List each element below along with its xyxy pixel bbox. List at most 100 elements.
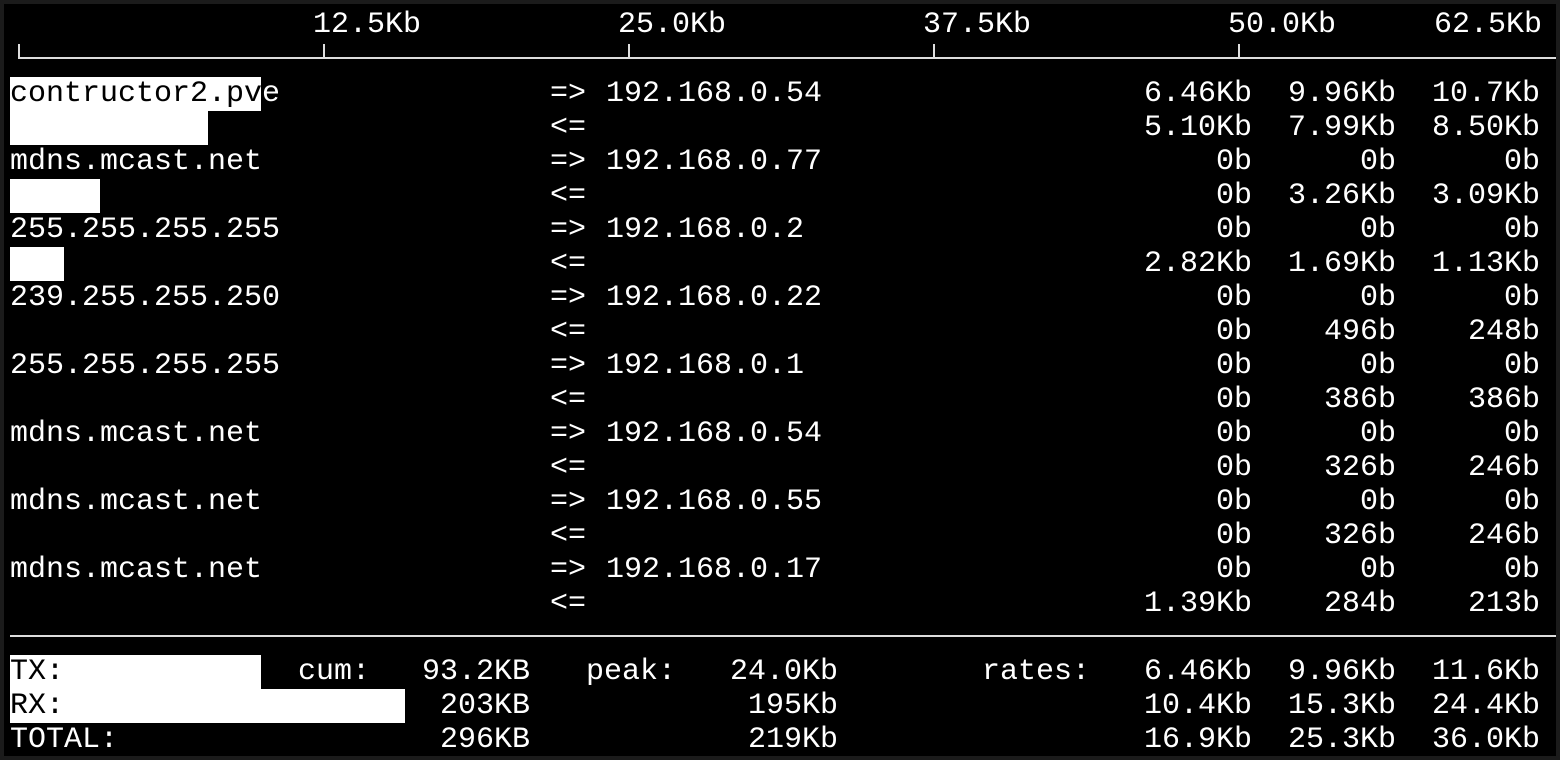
rx-rate-10s: 386b bbox=[1323, 383, 1396, 417]
total-rate-10s: 25.3Kb bbox=[1287, 723, 1396, 756]
direction-in-arrow: <= bbox=[550, 111, 587, 145]
host-name: contructor2.pve bbox=[10, 77, 281, 111]
tx-rate-2s: 0b bbox=[1215, 145, 1252, 179]
total-rate-40s: 36.0Kb bbox=[1431, 723, 1540, 756]
rx-rate-2s: 5.10Kb bbox=[1143, 111, 1252, 145]
rx-rate-2s: 0b bbox=[1215, 315, 1252, 349]
rx-rate-2s: 2.82Kb bbox=[1143, 247, 1252, 281]
total-rate-10s: 15.3Kb bbox=[1287, 689, 1396, 723]
tx-rate-2s: 0b bbox=[1215, 485, 1252, 519]
scale-axis-line bbox=[18, 57, 1556, 59]
tx-rate-40s: 0b bbox=[1503, 485, 1540, 519]
rx-rate-10s: 7.99Kb bbox=[1287, 111, 1396, 145]
iftop-terminal: 12.5Kb 25.0Kb 37.5Kb 50.0Kb 62.5Kb contructor… bbox=[4, 4, 1556, 756]
rx-rate-bar bbox=[10, 179, 101, 213]
host-name: 255.255.255.255 bbox=[10, 213, 281, 247]
total-rate-10s: 9.96Kb bbox=[1287, 655, 1396, 689]
totals-label: TX: bbox=[10, 655, 65, 689]
host-name: mdns.mcast.net bbox=[10, 485, 263, 519]
scale-tick bbox=[18, 44, 20, 58]
peer-address: 192.168.0.54 bbox=[606, 77, 823, 111]
cum-value: 93.2KB bbox=[421, 655, 530, 689]
rx-rate-2s: 1.39Kb bbox=[1143, 587, 1252, 621]
peer-address: 192.168.0.54 bbox=[606, 417, 823, 451]
scale-tick bbox=[628, 44, 630, 58]
tx-rate-2s: 0b bbox=[1215, 553, 1252, 587]
totals-separator bbox=[10, 635, 1556, 637]
rx-rate-10s: 3.26Kb bbox=[1287, 179, 1396, 213]
rx-rate-40s: 3.09Kb bbox=[1431, 179, 1540, 213]
peer-address: 192.168.0.17 bbox=[606, 553, 823, 587]
peer-address: 192.168.0.77 bbox=[606, 145, 823, 179]
peak-value: 219Kb bbox=[747, 723, 838, 756]
peak-value: 195Kb bbox=[747, 689, 838, 723]
peer-address: 192.168.0.2 bbox=[606, 213, 805, 247]
direction-in-arrow: <= bbox=[550, 179, 587, 213]
rx-rate-40s: 213b bbox=[1467, 587, 1540, 621]
total-rate-2s: 16.9Kb bbox=[1143, 723, 1252, 756]
tx-rate-2s: 0b bbox=[1215, 281, 1252, 315]
cum-value: 296KB bbox=[439, 723, 530, 756]
scale-tick bbox=[323, 44, 325, 58]
direction-out-arrow: => bbox=[550, 553, 587, 587]
direction-out-arrow: => bbox=[550, 77, 587, 111]
direction-in-arrow: <= bbox=[550, 519, 587, 553]
rx-rate-2s: 0b bbox=[1215, 451, 1252, 485]
rx-rate-10s: 284b bbox=[1323, 587, 1396, 621]
rates-label: rates: bbox=[982, 655, 1091, 689]
rx-rate-bar bbox=[10, 111, 208, 145]
peer-address: 192.168.0.1 bbox=[606, 349, 805, 383]
tx-rate-40s: 0b bbox=[1503, 349, 1540, 383]
tx-rate-10s: 0b bbox=[1359, 281, 1396, 315]
direction-out-arrow: => bbox=[550, 213, 587, 247]
host-name: mdns.mcast.net bbox=[10, 145, 263, 179]
rx-rate-10s: 1.69Kb bbox=[1287, 247, 1396, 281]
totals-label: RX: bbox=[10, 689, 65, 723]
tx-rate-10s: 0b bbox=[1359, 213, 1396, 247]
tx-rate-10s: 0b bbox=[1359, 485, 1396, 519]
scale-tick bbox=[1238, 44, 1240, 58]
direction-in-arrow: <= bbox=[550, 315, 587, 349]
total-rate-bar bbox=[10, 689, 406, 723]
host-name: 255.255.255.255 bbox=[10, 349, 281, 383]
tx-rate-40s: 0b bbox=[1503, 417, 1540, 451]
rx-rate-40s: 248b bbox=[1467, 315, 1540, 349]
scale-tick-label: 12.5Kb bbox=[313, 8, 422, 42]
tx-rate-10s: 0b bbox=[1359, 417, 1396, 451]
tx-rate-10s: 0b bbox=[1359, 349, 1396, 383]
rx-rate-40s: 8.50Kb bbox=[1431, 111, 1540, 145]
scale-tick-label: 37.5Kb bbox=[923, 8, 1032, 42]
direction-out-arrow: => bbox=[550, 417, 587, 451]
total-rate-40s: 11.6Kb bbox=[1431, 655, 1540, 689]
direction-out-arrow: => bbox=[550, 349, 587, 383]
tx-rate-40s: 0b bbox=[1503, 213, 1540, 247]
direction-out-arrow: => bbox=[550, 485, 587, 519]
tx-rate-2s: 0b bbox=[1215, 417, 1252, 451]
total-rate-40s: 24.4Kb bbox=[1431, 689, 1540, 723]
peak-label: peak: bbox=[586, 655, 677, 689]
host-name: mdns.mcast.net bbox=[10, 417, 263, 451]
peer-address: 192.168.0.55 bbox=[606, 485, 823, 519]
direction-in-arrow: <= bbox=[550, 383, 587, 417]
tx-rate-10s: 0b bbox=[1359, 145, 1396, 179]
tx-rate-40s: 0b bbox=[1503, 145, 1540, 179]
direction-out-arrow: => bbox=[550, 145, 587, 179]
direction-in-arrow: <= bbox=[550, 247, 587, 281]
rx-rate-40s: 246b bbox=[1467, 519, 1540, 553]
rx-rate-10s: 326b bbox=[1323, 519, 1396, 553]
direction-in-arrow: <= bbox=[550, 451, 587, 485]
tx-rate-2s: 0b bbox=[1215, 349, 1252, 383]
peak-value: 24.0Kb bbox=[729, 655, 838, 689]
tx-rate-10s: 9.96Kb bbox=[1287, 77, 1396, 111]
rx-rate-2s: 0b bbox=[1215, 519, 1252, 553]
scale-tick bbox=[933, 44, 935, 58]
scale-tick-label: 62.5Kb bbox=[1433, 8, 1542, 42]
cum-value: 203KB bbox=[439, 689, 530, 723]
scale-tick-label: 50.0Kb bbox=[1228, 8, 1337, 42]
tx-rate-bar bbox=[10, 77, 262, 111]
rx-rate-2s: 0b bbox=[1215, 179, 1252, 213]
rx-rate-40s: 1.13Kb bbox=[1431, 247, 1540, 281]
tx-rate-40s: 0b bbox=[1503, 281, 1540, 315]
rx-rate-2s: 0b bbox=[1215, 383, 1252, 417]
rx-rate-10s: 496b bbox=[1323, 315, 1396, 349]
